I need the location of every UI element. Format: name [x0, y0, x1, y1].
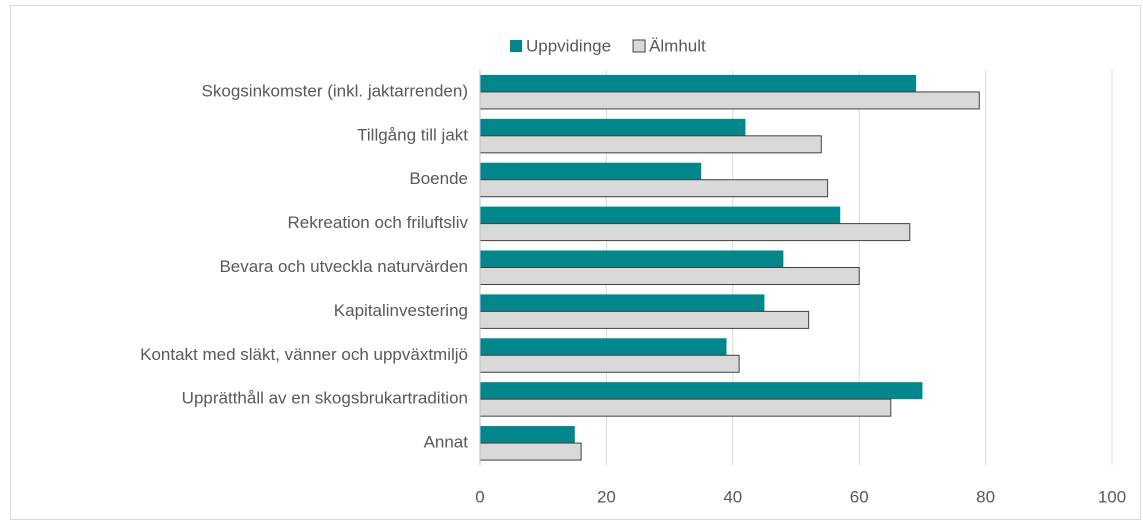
y-tick-label: Boende [409, 169, 468, 188]
legend-label: Uppvidinge [526, 36, 611, 55]
bar [480, 294, 765, 312]
y-tick-label: Upprätthåll av en skogsbrukartradition [182, 389, 468, 408]
bar [480, 118, 746, 136]
y-tick-label: Rekreation och friluftsliv [288, 213, 469, 232]
bar [479, 442, 582, 461]
bar [479, 267, 860, 285]
bar [479, 135, 822, 154]
legend-swatch [632, 39, 646, 53]
bar [479, 223, 911, 242]
x-tick-label: 0 [475, 487, 484, 506]
bar [479, 398, 892, 417]
x-tick-label: 20 [597, 487, 616, 506]
bar [479, 354, 740, 373]
y-tick-label: Bevara och utveckla naturvärden [219, 257, 468, 276]
y-tick-label: Tillgång till jakt [357, 125, 468, 144]
y-tick-label: Skogsinkomster (inkl. jaktarrenden) [202, 81, 468, 100]
legend-label: Älmhult [649, 36, 706, 55]
x-tick-label: 40 [723, 487, 742, 506]
bar [479, 91, 980, 110]
y-tick-label: Kapitalinvestering [334, 301, 468, 320]
y-tick-label: Kontakt med släkt, vänner och uppväxtmil… [140, 345, 468, 364]
bar [480, 250, 784, 268]
bar [480, 206, 841, 224]
bar [480, 74, 917, 92]
legend-swatch [510, 40, 522, 52]
x-tick-label: 80 [976, 487, 995, 506]
bar [480, 162, 702, 180]
y-tick-label: Annat [424, 433, 469, 452]
bar [479, 310, 810, 329]
bar [480, 426, 575, 444]
bar [480, 382, 923, 400]
bar [480, 338, 727, 356]
x-tick-label: 60 [850, 487, 869, 506]
x-tick-label: 100 [1098, 487, 1126, 506]
bar [479, 179, 829, 198]
